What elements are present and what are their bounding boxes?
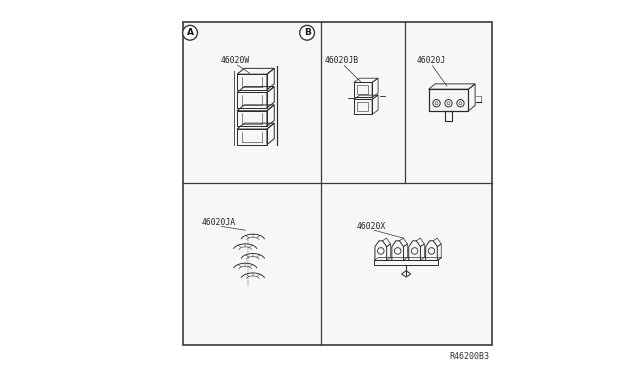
Bar [374, 260, 438, 265]
Text: A: A [186, 28, 193, 37]
Circle shape [300, 25, 314, 40]
Circle shape [182, 25, 197, 40]
Bar [184, 22, 492, 345]
Text: 46020JB: 46020JB [325, 56, 359, 65]
Text: 46020JA: 46020JA [202, 218, 236, 227]
Text: 46020W: 46020W [220, 56, 250, 65]
Text: R46200B3: R46200B3 [450, 352, 490, 361]
Bar [429, 89, 468, 111]
Text: B: B [303, 28, 310, 37]
Bar [445, 111, 452, 121]
Text: 46020J: 46020J [416, 56, 445, 65]
Text: 46020X: 46020X [357, 222, 387, 231]
